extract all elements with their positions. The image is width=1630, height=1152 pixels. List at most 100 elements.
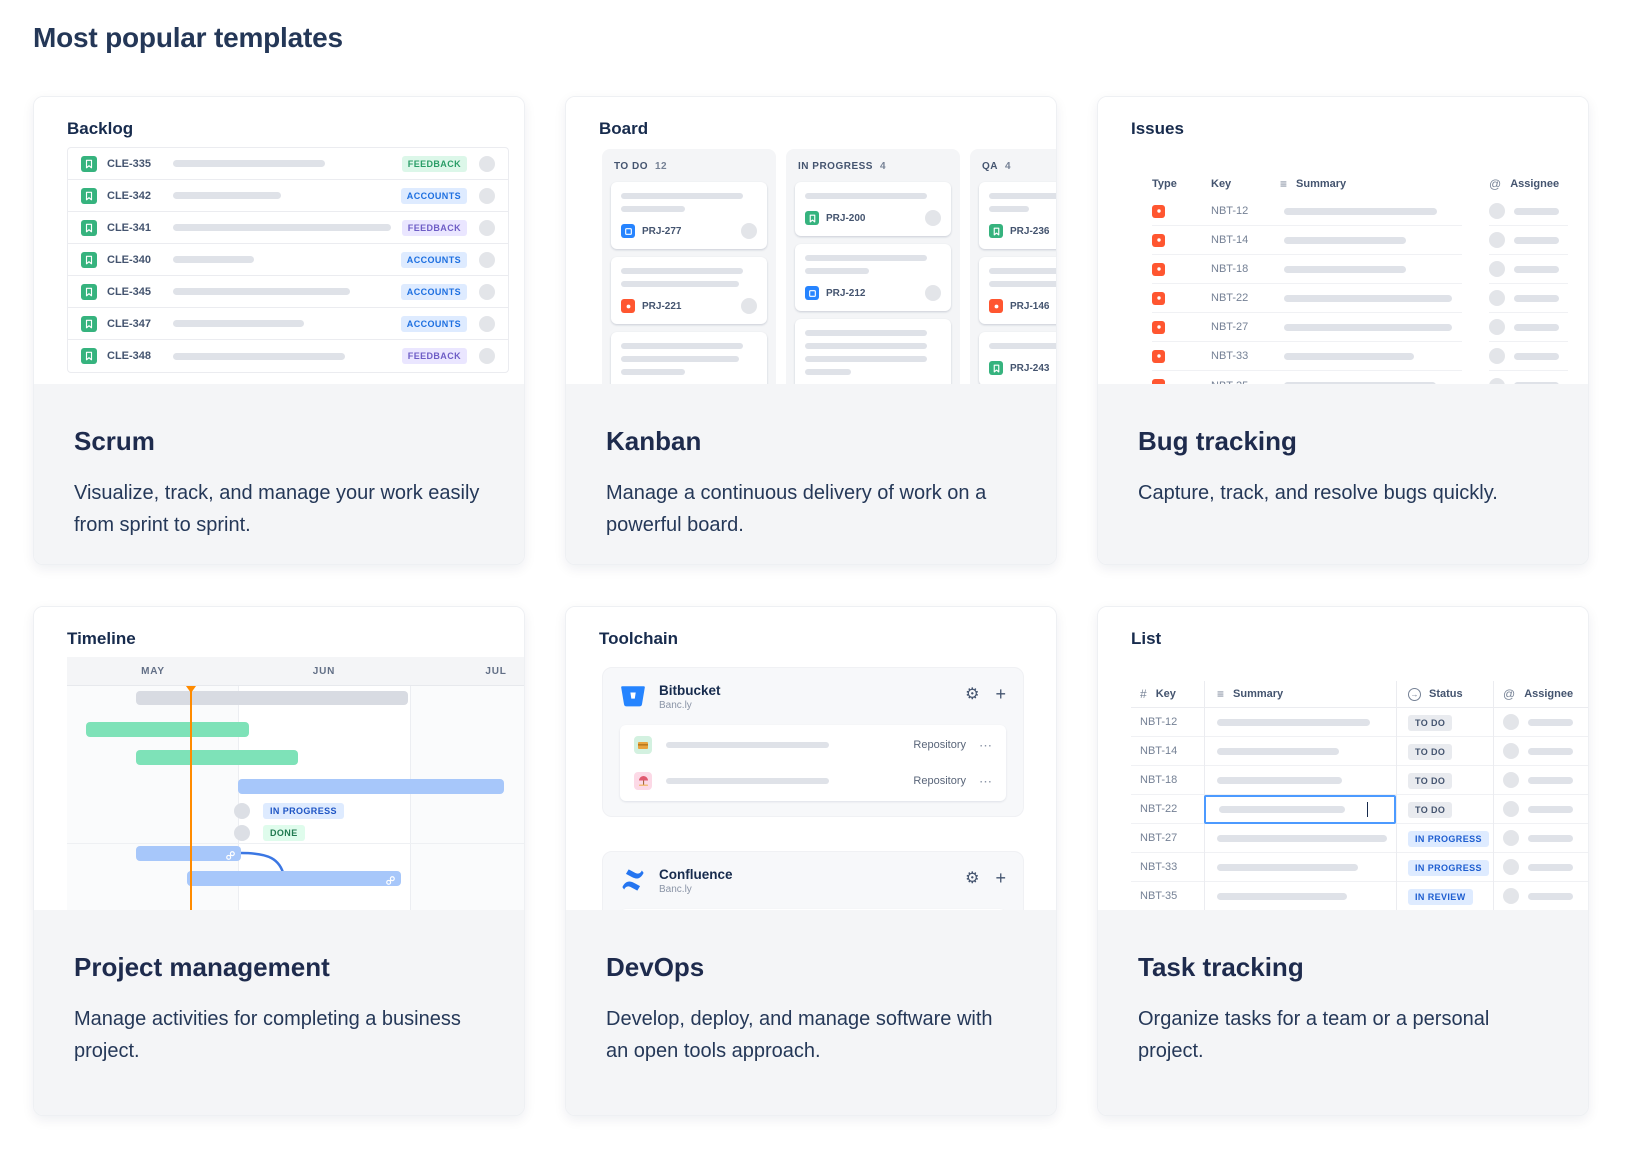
issue-key: PRJ-200	[826, 212, 866, 224]
board-column-todo: TO DO 12 PRJ-277 PRJ-221 PRJ-290	[602, 149, 776, 384]
template-card-kanban[interactable]: Board TO DO 12 PRJ-277 PRJ-221	[565, 96, 1057, 565]
timeline-gantt: MAY JUN JUL	[67, 657, 524, 910]
issue-row: NBT-35	[1152, 371, 1568, 384]
month-label: MAY	[141, 666, 165, 677]
gantt-bar-blue[interactable]	[238, 779, 504, 794]
status-badge-in-progress: IN PROGRESS	[263, 803, 344, 819]
more-icon[interactable]: ⋯	[979, 737, 992, 753]
bitbucket-logo-icon	[620, 683, 646, 709]
issue-key: CLE-335	[107, 157, 152, 170]
story-icon	[81, 187, 97, 204]
template-cards-grid: Backlog CLE-335 FEEDBACK CLE-342 ACCOUNT…	[33, 96, 1590, 1116]
avatar	[479, 251, 495, 268]
issue-key: NBT-18	[1140, 774, 1178, 786]
board-card[interactable]: PRJ-146	[979, 257, 1056, 324]
list-row: NBT-14 TO DO	[1131, 737, 1588, 766]
month-label: JUN	[312, 666, 336, 677]
backlog-row: CLE-340 ACCOUNTS	[68, 244, 508, 276]
avatar	[479, 348, 495, 364]
issue-key: NBT-18	[1211, 263, 1249, 275]
column-header-type: Type	[1152, 178, 1177, 190]
avatar	[1503, 743, 1519, 759]
template-card-scrum[interactable]: Backlog CLE-335 FEEDBACK CLE-342 ACCOUNT…	[33, 96, 525, 565]
gantt-bar-blue-linked[interactable]	[187, 871, 401, 886]
issues-preview: Issues Type Key ≡ Summary @ Assignee NBT-1…	[1098, 97, 1588, 384]
toolchain-section-bitbucket: Bitbucket Banc.ly ⚙ + Repository ⋯	[602, 667, 1024, 817]
preview-title-issues: Issues	[1131, 119, 1184, 138]
avatar	[1489, 203, 1505, 219]
board-card[interactable]: PRJ-290	[611, 332, 767, 384]
bug-icon	[1152, 291, 1165, 305]
column-label: TO DO	[614, 161, 648, 172]
board-card[interactable]: PRJ-212	[795, 244, 951, 311]
summary-placeholder	[173, 192, 281, 199]
preview-title-backlog: Backlog	[67, 119, 134, 138]
summary-placeholder	[173, 288, 350, 295]
scrum-footer: Scrum Visualize, track, and manage your …	[34, 384, 524, 564]
template-card-project-management[interactable]: Timeline MAY JUN JUL	[33, 606, 525, 1116]
template-name: Kanban	[606, 426, 702, 456]
issue-row: NBT-27	[1152, 313, 1568, 342]
gantt-bar-gray[interactable]	[136, 691, 408, 705]
gantt-bar-green[interactable]	[136, 750, 298, 765]
issues-table: Type Key ≡ Summary @ Assignee NBT-12 NBT-1…	[1152, 171, 1568, 384]
board-column-inprogress: IN PROGRESS 4 PRJ-200 PRJ-212 PRJ-213	[786, 149, 960, 384]
epic-badge: FEEDBACK	[401, 348, 467, 364]
gear-icon[interactable]: ⚙	[965, 870, 980, 887]
issue-key: CLE-345	[107, 285, 152, 298]
issue-row: NBT-12	[1152, 197, 1568, 226]
board-card[interactable]: PRJ-277	[611, 182, 767, 249]
preview-title-timeline: Timeline	[67, 629, 136, 648]
backlog-row: CLE-347 ACCOUNTS	[68, 308, 508, 340]
scrum-preview: Backlog CLE-335 FEEDBACK CLE-342 ACCOUNT…	[34, 97, 524, 384]
issue-key: CLE-341	[107, 221, 152, 234]
template-card-task-tracking[interactable]: List # Key ≡ Summary → Status @ Assignee NBT…	[1097, 606, 1589, 1116]
story-icon	[81, 315, 97, 332]
bug-icon	[1152, 349, 1165, 363]
bug-footer: Bug tracking Capture, track, and resolve…	[1098, 384, 1588, 564]
board-card[interactable]: PRJ-236	[979, 182, 1056, 249]
list-row: NBT-18 TO DO	[1131, 766, 1588, 795]
devops-footer: DevOps Develop, deploy, and manage softw…	[566, 910, 1056, 1115]
summary-placeholder	[173, 352, 345, 360]
list-preview: List # Key ≡ Summary → Status @ Assignee NBT…	[1098, 607, 1588, 910]
gear-icon[interactable]: ⚙	[965, 686, 980, 703]
toolchain-row: Repository ⋯	[634, 727, 992, 763]
plus-icon[interactable]: +	[995, 684, 1006, 704]
issues-table-header: Type Key ≡ Summary @ Assignee	[1152, 171, 1568, 197]
bug-icon	[1152, 233, 1165, 247]
summary-edit-cell[interactable]	[1204, 794, 1396, 824]
board-card[interactable]: PRJ-243	[979, 332, 1056, 384]
template-card-bug-tracking[interactable]: Issues Type Key ≡ Summary @ Assignee NBT-1…	[1097, 96, 1589, 565]
kanban-footer: Kanban Manage a continuous delivery of w…	[566, 384, 1056, 564]
column-header-status: Status	[1429, 688, 1463, 700]
tool-name: Bitbucket	[659, 683, 721, 698]
board-column-qa: QA 4 PRJ-236 PRJ-146 PRJ-243	[970, 149, 1056, 384]
issue-key: NBT-35	[1211, 380, 1280, 385]
plus-icon[interactable]: +	[995, 868, 1006, 888]
avatar	[1489, 290, 1505, 306]
preview-title-board: Board	[599, 119, 649, 138]
more-icon[interactable]: ⋯	[979, 773, 992, 789]
status-badge: TO DO	[1408, 802, 1453, 818]
column-header-key: Key	[1155, 688, 1176, 700]
template-card-devops[interactable]: Toolchain Bitbucket Banc.ly ⚙ +	[565, 606, 1057, 1116]
issue-key: NBT-33	[1211, 350, 1249, 362]
avatar	[741, 298, 757, 314]
link-icon	[385, 873, 396, 891]
avatar	[479, 155, 495, 172]
bug-icon	[1152, 320, 1165, 334]
board-card[interactable]: PRJ-200	[795, 182, 951, 236]
gantt-bar-blue-linked[interactable]	[136, 846, 241, 861]
avatar	[479, 283, 495, 300]
issue-key: NBT-22	[1140, 803, 1178, 815]
avatar	[1503, 714, 1519, 730]
gantt-bar-green[interactable]	[86, 722, 249, 737]
issue-key: NBT-12	[1140, 716, 1178, 728]
board-card[interactable]: PRJ-213	[795, 319, 951, 384]
board-card[interactable]: PRJ-221	[611, 257, 767, 324]
today-marker	[190, 686, 192, 910]
avatar	[741, 223, 757, 239]
timeline-grid: IN PROGRESS DONE	[67, 686, 524, 910]
issue-key: PRJ-221	[642, 300, 682, 312]
